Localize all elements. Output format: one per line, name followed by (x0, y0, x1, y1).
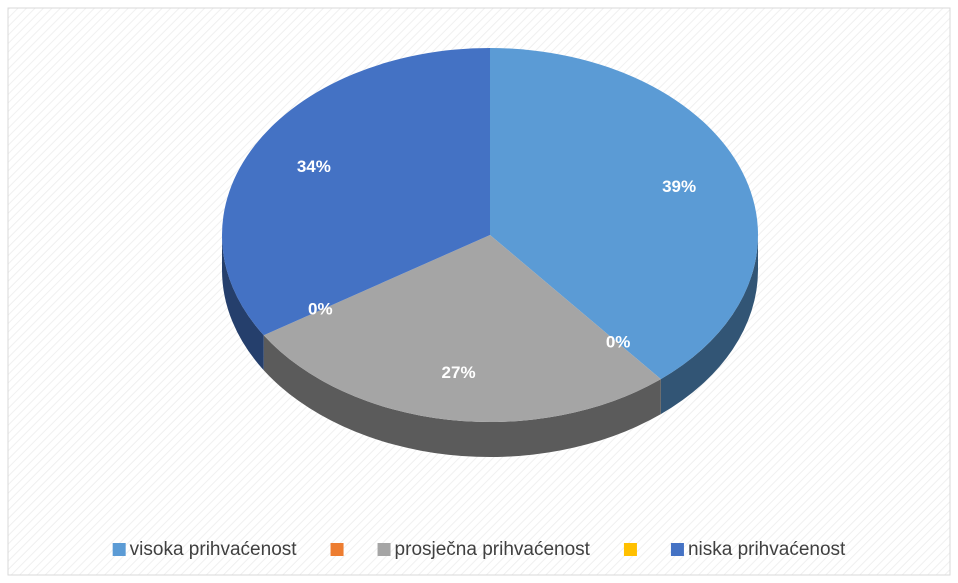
legend-label: niska prihvaćenost (688, 539, 846, 560)
legend-swatch (112, 543, 126, 556)
data-label: 27% (442, 363, 476, 382)
slice-side (263, 335, 661, 457)
data-label: 34% (297, 157, 331, 176)
data-label: 0% (606, 333, 631, 352)
slice (490, 48, 758, 380)
legend-swatch (330, 543, 344, 556)
legend-swatch (377, 543, 391, 556)
slice (222, 48, 490, 336)
legend-swatch (670, 543, 684, 556)
legend-label: prosječna prihvaćenost (395, 539, 591, 560)
slice-side (660, 235, 758, 415)
legend-swatch (623, 543, 637, 556)
data-label: 0% (308, 300, 333, 319)
data-label: 39% (662, 177, 696, 196)
pie: 39% 0% 27% 0% 34% (222, 48, 758, 457)
slice (263, 235, 661, 422)
slice-side (222, 235, 264, 371)
legend-label: visoka prihvaćenost (130, 539, 298, 560)
legend: visoka prihvaćenost prosječna prihvaćenos… (112, 539, 846, 560)
